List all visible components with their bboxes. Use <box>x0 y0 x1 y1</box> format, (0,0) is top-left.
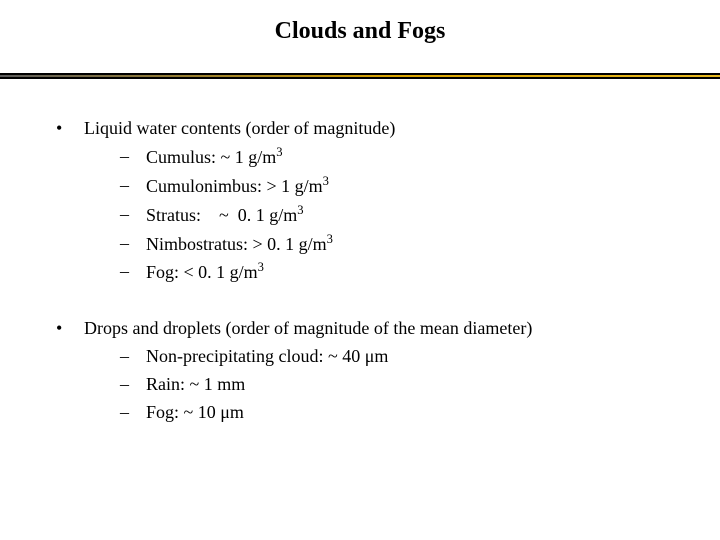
list-item: – Fog: ~ 10 μm <box>120 399 680 427</box>
list-item-text: Nimbostratus: > 0. 1 g/m3 <box>146 230 333 259</box>
list-item-text: Cumulonimbus: > 1 g/m3 <box>146 172 329 201</box>
slide-content: • Liquid water contents (order of magnit… <box>0 115 720 427</box>
list-item: – Non-precipitating cloud: ~ 40 μm <box>120 343 680 371</box>
bullet-marker-l1: • <box>56 315 84 343</box>
bullet-marker-l2: – <box>120 343 146 371</box>
list-item-text: Non-precipitating cloud: ~ 40 μm <box>146 343 388 371</box>
bullet-marker-l2: – <box>120 201 146 229</box>
list-item-text: Cumulus: ~ 1 g/m3 <box>146 143 283 172</box>
list-item: – Cumulus: ~ 1 g/m3 <box>120 143 680 172</box>
list-item-text: Fog: ~ 10 μm <box>146 399 244 427</box>
divider-line-bot <box>0 77 720 79</box>
list-item: – Cumulonimbus: > 1 g/m3 <box>120 172 680 201</box>
section-heading: • Liquid water contents (order of magnit… <box>56 115 680 143</box>
list-item: – Rain: ~ 1 mm <box>120 371 680 399</box>
slide: Clouds and Fogs • Liquid water contents … <box>0 0 720 540</box>
list-item: – Fog: < 0. 1 g/m3 <box>120 258 680 287</box>
bullet-marker-l2: – <box>120 371 146 399</box>
section-heading: • Drops and droplets (order of magnitude… <box>56 315 680 343</box>
section-items: – Non-precipitating cloud: ~ 40 μm – Rai… <box>56 343 680 427</box>
bullet-marker-l2: – <box>120 230 146 258</box>
list-item-text: Fog: < 0. 1 g/m3 <box>146 258 264 287</box>
slide-title: Clouds and Fogs <box>0 18 720 45</box>
section-gap <box>56 287 680 315</box>
section-heading-text: Drops and droplets (order of magnitude o… <box>84 315 532 343</box>
list-item-text: Stratus: ~ 0. 1 g/m3 <box>146 201 304 230</box>
bullet-marker-l1: • <box>56 115 84 143</box>
section-items: – Cumulus: ~ 1 g/m3 – Cumulonimbus: > 1 … <box>56 143 680 287</box>
section-heading-text: Liquid water contents (order of magnitud… <box>84 115 395 143</box>
bullet-marker-l2: – <box>120 143 146 171</box>
bullet-marker-l2: – <box>120 172 146 200</box>
list-item: – Stratus: ~ 0. 1 g/m3 <box>120 201 680 230</box>
list-item: – Nimbostratus: > 0. 1 g/m3 <box>120 230 680 259</box>
title-divider <box>0 73 720 79</box>
bullet-marker-l2: – <box>120 399 146 427</box>
list-item-text: Rain: ~ 1 mm <box>146 371 245 399</box>
bullet-marker-l2: – <box>120 258 146 286</box>
